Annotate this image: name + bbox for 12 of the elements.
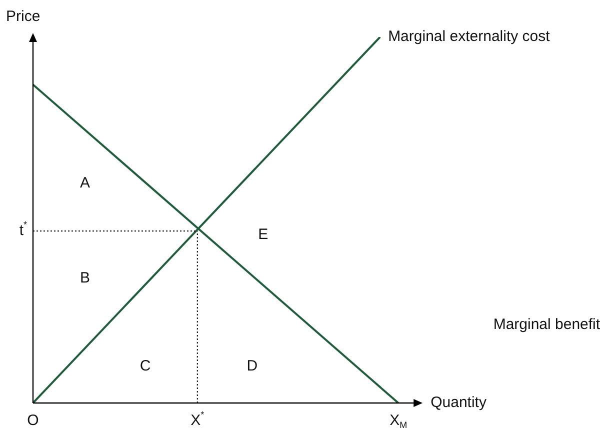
annotation: D bbox=[246, 358, 258, 375]
ref-line-label: t* bbox=[19, 219, 28, 240]
x-tick-label: O bbox=[27, 412, 39, 430]
series-label: Marginal externality cost bbox=[388, 28, 551, 46]
y-axis-title: Price bbox=[6, 8, 40, 26]
text: Marginal benefit bbox=[493, 316, 601, 334]
annotation: E bbox=[258, 226, 268, 243]
annotation: C bbox=[140, 358, 151, 375]
x-axis-title: Quantity bbox=[430, 394, 487, 412]
x-tick-label: X* bbox=[190, 409, 205, 430]
annotation: A bbox=[80, 174, 90, 192]
annotation: B bbox=[80, 270, 90, 287]
